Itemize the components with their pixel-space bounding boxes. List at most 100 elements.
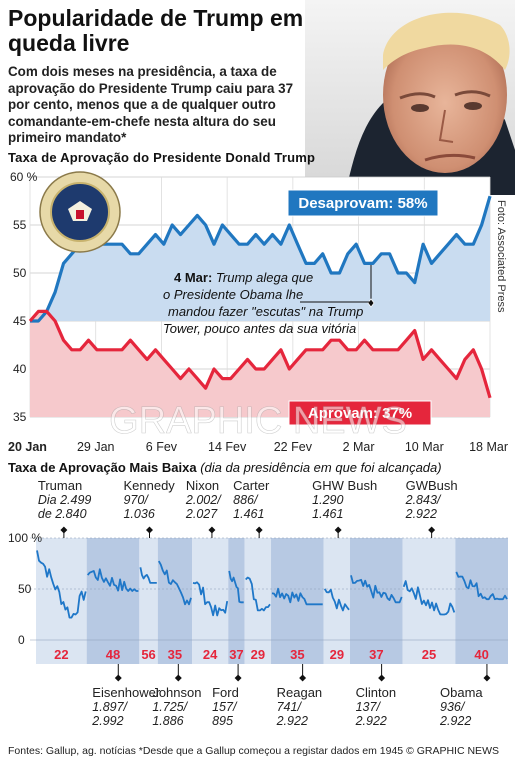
approval-line [228,570,244,604]
y-tick-label: 60 % [10,170,38,184]
approve-area [30,311,490,417]
president-name: Ford [212,685,239,700]
president-name: Johnson [152,685,202,700]
approval-line [87,568,139,592]
president-name: GHW Bush [312,478,378,493]
president-name: Nixon [185,478,220,493]
chart2-y-ticks: 100 % 50 0 [8,531,42,647]
low-value: 25 [422,647,436,662]
x-tick-label: 2 Mar [343,440,375,454]
president-name: Carter [233,478,270,493]
low-value: 48 [106,647,120,662]
president-band [323,538,351,664]
president-label-reagan: Reagan 741/2.922 [276,686,323,729]
chart1-x-ticks: 20 Jan 29 Jan 6 Fev 14 Fev 22 Fev 2 Mar 10 Mar… [8,440,508,454]
annotation-text: 4 Mar: Trump alega que o Presidente Obam… [163,270,367,336]
disapprove-line [30,195,492,323]
y-tick-label: 55 [13,218,27,232]
y-tick-label: 40 [13,362,27,376]
term-days: 2.922 [355,714,387,728]
term-days: 2.922 [440,714,472,728]
chart2-subtitle: (dia da presidência em que foi alcançada… [200,460,442,475]
watermark: GRAPHIC NEWS [109,400,407,442]
low-value: 29 [251,647,265,662]
low-day: 936/ [440,700,465,714]
intro-text: Com dois meses na presidência, a taxa de… [8,64,294,145]
y-tick-label: 50 [13,266,27,280]
president-label-eisenhower: Eisenhower 1.897/2.992 [92,685,161,729]
president-label-carter: Carter 886/1.461 [233,478,270,522]
president-band [244,538,272,664]
disapprove-label-box: Desaprovam: 58% [287,189,439,217]
approval-line-chart: 60 % 55 50 45 40 35 20 Jan 29 Jan 6 Fev 14 Fev 22… [8,170,508,454]
chart2-bands [36,538,508,664]
president-band [86,538,140,664]
president-name: Eisenhower [92,685,161,700]
low-day: 741/ [276,700,301,714]
y-tick-label: 45 [13,314,27,328]
approval-line [323,588,350,612]
president-band [139,538,158,664]
presidential-seal-icon [39,171,121,253]
president-name: GWBush [405,478,458,493]
low-value: 24 [203,647,218,662]
president-label-johnson: Johnson 1.725/1.886 [152,685,202,729]
low-day: 1.897/ [92,700,128,714]
y-tick-label: 100 % [8,531,42,545]
approval-line [455,571,508,601]
chart1-lines [28,195,492,399]
approve-label-box: Aprovam: 37% [288,400,432,426]
president-band [228,538,245,664]
y-tick-label: 0 [18,633,25,647]
low-day: 137/ [355,700,380,714]
low-value: 22 [54,647,68,662]
approval-line [402,580,456,616]
disapprove-area [30,196,490,321]
lowest-approval-chart: 100 % 50 0 22 48 56 35 24 37 29 35 29 37 25 40 [8,525,508,683]
trump-photo [305,0,515,195]
low-value: 37 [369,647,383,662]
president-label-ghw-bush: GHW Bush 1.290 1.461 [312,478,378,522]
president-band [192,538,229,664]
low-value: 35 [168,647,182,662]
low-value: 56 [141,647,155,662]
x-tick-label: 29 Jan [77,440,115,454]
president-band [455,538,508,664]
x-tick-label: 22 Fev [274,440,313,454]
x-tick-label: 20 Jan [8,440,47,454]
term-days: 2.027 [185,507,218,521]
chart1-y-ticks: 60 % 55 50 45 40 35 [10,170,38,424]
president-band [271,538,324,664]
president-label-truman: Truman Dia 2.499 de 2.840 [37,478,92,522]
approval-line [158,560,192,606]
low-value: 29 [330,647,344,662]
term-days: de 2.840 [37,507,87,521]
page-title: Popularidade de Trump em queda livre [8,5,304,56]
president-name: Truman [37,478,83,493]
term-days: 2.922 [405,507,437,521]
chart2-title: Taxa de Aprovação Mais Baixa (dia da pre… [8,460,442,475]
low-day: 1.290 [312,493,344,507]
low-day: 1.725/ [152,700,188,714]
term-days: 1.461 [233,507,265,521]
chart1-title: Taxa de Aprovação do Presidente Donald T… [8,150,316,165]
chart2-lines [36,550,508,619]
footer: Fontes: Gallup, ag. notícias *Desde que … [8,745,499,757]
x-tick-label: 6 Fev [146,440,178,454]
x-tick-label: 18 Mar [469,440,508,454]
term-days: 1.036 [123,507,155,521]
approve-line [28,309,492,399]
term-days: 1.461 [312,507,344,521]
term-days: 895 [212,714,233,728]
chart1-areas [30,196,490,417]
president-label-kennedy: Kennedy 970/1.036 [123,478,175,522]
president-name: Kennedy [123,478,175,493]
low-day: 2.843/ [405,493,441,507]
president-label-clinton: Clinton 137/2.922 [355,686,396,729]
president-label-ford: Ford 157/895 [212,685,239,729]
approval-line [139,567,157,584]
approve-label: Aprovam: 37% [308,405,412,422]
low-day: 886/ [233,493,258,507]
president-name: Obama [440,685,483,700]
low-value: 40 [474,647,488,662]
